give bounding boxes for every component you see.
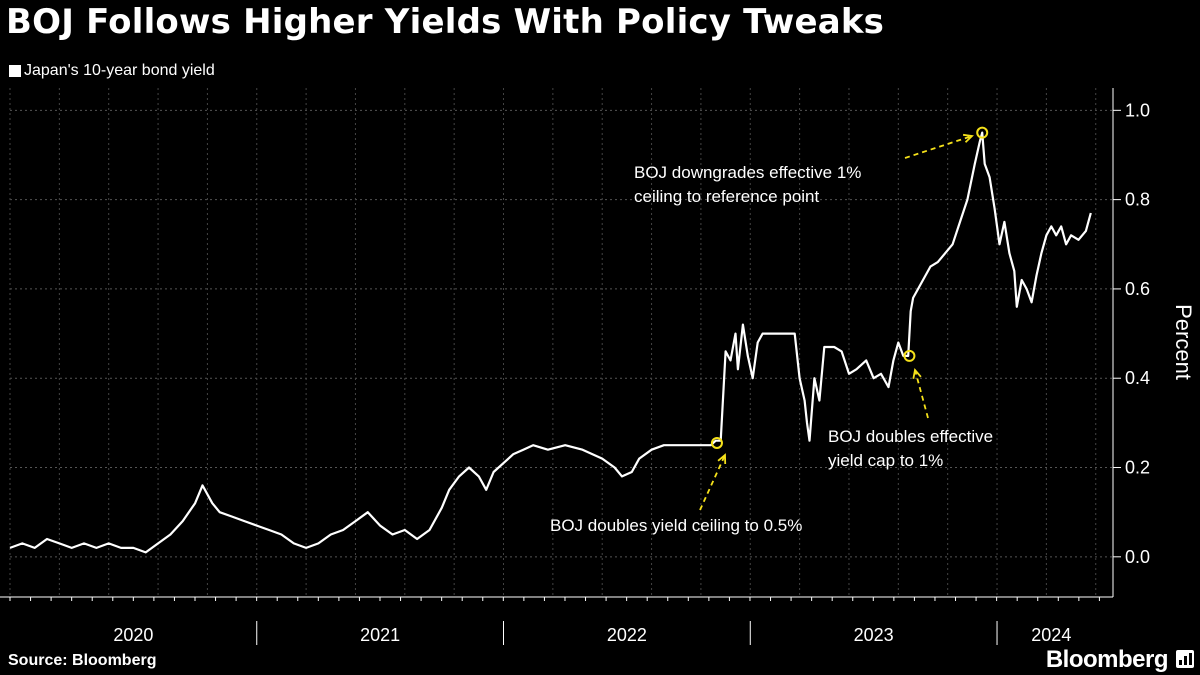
annotation-marker <box>903 349 916 362</box>
annotation-arrowhead <box>717 453 727 465</box>
y-tick-label: 0.4 <box>1125 368 1150 388</box>
annotation-marker <box>976 126 989 139</box>
chart-title: BOJ Follows Higher Yields With Policy Tw… <box>6 2 885 42</box>
grid <box>9 88 1113 597</box>
x-tick-label: 2021 <box>360 625 400 645</box>
x-tick-label: 2020 <box>113 625 153 645</box>
brand-logo-text: Bloomberg <box>1045 646 1169 673</box>
y-tick-label: 0.2 <box>1125 458 1150 478</box>
y-tick-label: 0.8 <box>1125 190 1150 210</box>
annotation-text: BOJ downgrades effective 1% <box>634 163 861 182</box>
bloomberg-icon <box>1176 650 1194 668</box>
source-note: Source: Bloomberg <box>8 652 157 669</box>
y-tick-label: 0.6 <box>1125 279 1150 299</box>
legend-label: Japan's 10-year bond yield <box>24 62 215 79</box>
annotation-arrow-line <box>914 369 929 419</box>
y-axis-label: Percent <box>1171 304 1196 380</box>
legend-swatch <box>9 65 21 77</box>
y-tick-label: 0.0 <box>1125 547 1150 567</box>
annotation-text: yield cap to 1% <box>828 451 943 470</box>
x-tick-label: 2022 <box>607 625 647 645</box>
annotation-marker <box>710 436 723 449</box>
annotations: BOJ doubles yield ceiling to 0.5% BOJ dou… <box>550 126 993 535</box>
x-tick-label: 2023 <box>854 625 894 645</box>
annotation-arrowhead <box>912 368 922 380</box>
x-tick-label: 2024 <box>1031 625 1071 645</box>
annotation-text: BOJ doubles effective <box>828 427 993 446</box>
x-axis: 2020 2021 2022 2023 2024 <box>0 596 1113 645</box>
annotation-text: BOJ doubles yield ceiling to 0.5% <box>550 516 802 535</box>
annotation-arrow-line <box>699 454 726 511</box>
legend: Japan's 10-year bond yield <box>9 62 215 80</box>
annotation-arrowhead <box>962 133 974 143</box>
y-axis: 0.0 0.2 0.4 0.6 0.8 1.0 <box>1112 88 1150 597</box>
annotation-arrow-line <box>904 135 973 159</box>
series-line-jgb-10y <box>9 131 1092 554</box>
y-tick-label: 1.0 <box>1125 100 1150 120</box>
annotation-text: ceiling to reference point <box>634 187 820 206</box>
